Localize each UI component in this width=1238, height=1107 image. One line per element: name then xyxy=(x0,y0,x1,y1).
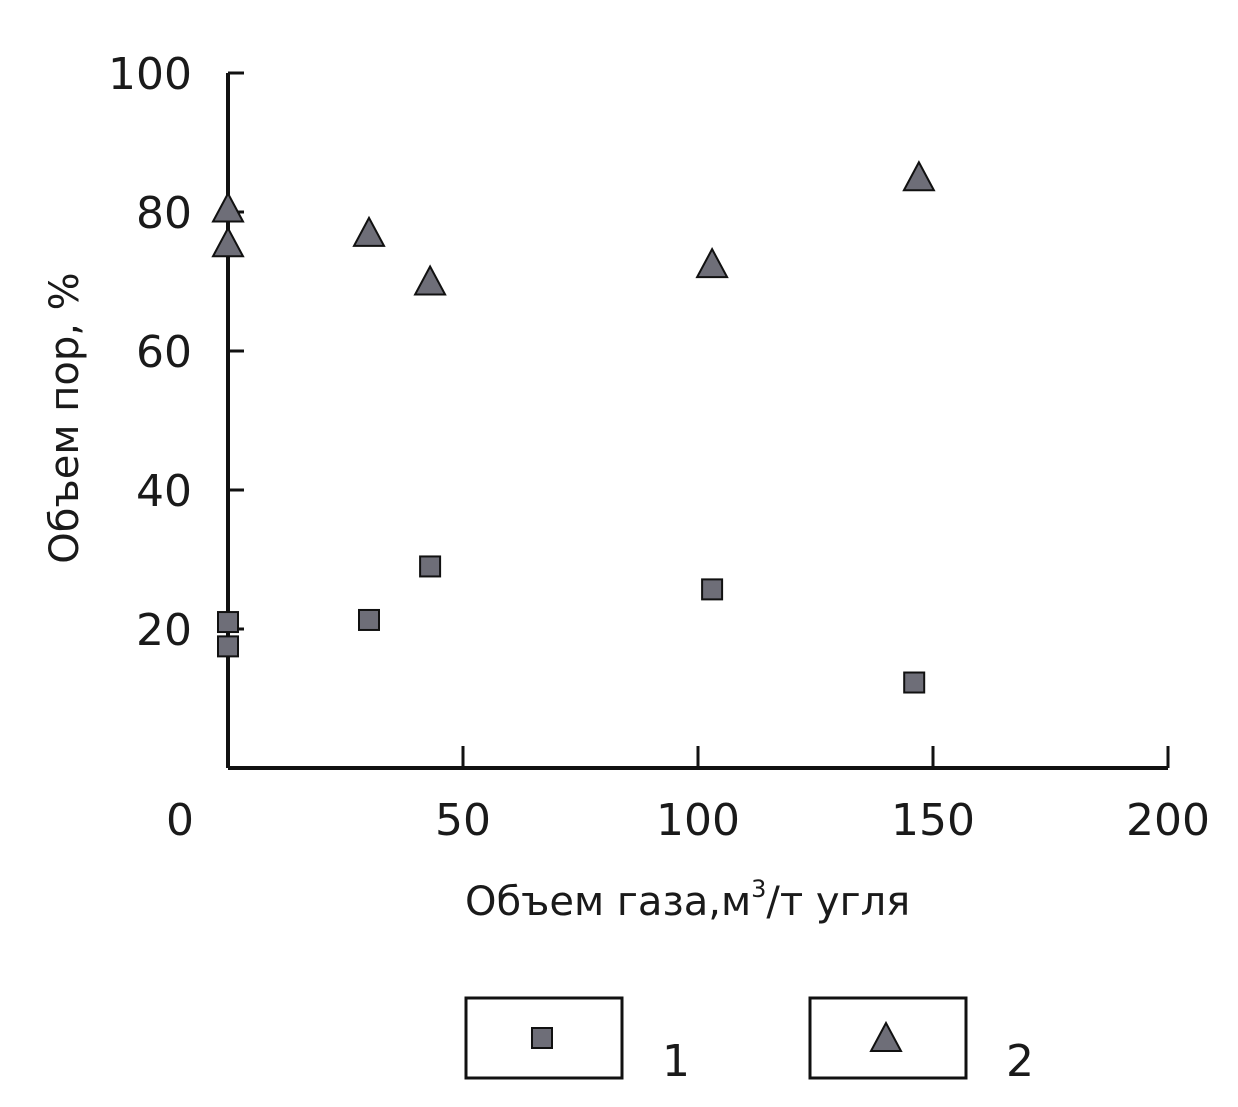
y-tick-label: 40 xyxy=(136,466,192,517)
data-points xyxy=(211,160,936,694)
x-axis-label-superscript: 3 xyxy=(751,875,766,903)
triangle-data-point xyxy=(211,226,245,258)
x-tick-label: 150 xyxy=(891,795,975,846)
square-data-point xyxy=(701,578,724,601)
square-data-point xyxy=(358,608,380,631)
x-axis-label-main: Объем газа,м xyxy=(465,879,751,925)
y-ticks: 20 40 60 80 100 xyxy=(108,49,244,656)
x-tick-label: 100 xyxy=(656,795,740,846)
square-data-point xyxy=(217,611,239,634)
x-tick-label: 50 xyxy=(435,795,491,846)
y-tick-label: 100 xyxy=(108,49,192,100)
y-tick-label: 60 xyxy=(136,327,192,378)
x-axis-label: Объем газа,м3/т угля xyxy=(465,875,910,925)
x-axis-label-tail: /т угля xyxy=(766,879,910,925)
x-tick-label: 200 xyxy=(1126,795,1210,846)
triangle-data-point xyxy=(352,215,386,247)
x-tick-label: 0 xyxy=(166,795,194,846)
x-ticks: 0 50 100 150 200 xyxy=(166,746,1210,846)
triangle-data-point xyxy=(902,160,936,192)
triangle-data-point xyxy=(211,191,245,223)
triangle-data-point xyxy=(695,247,729,279)
square-data-point xyxy=(217,635,239,658)
legend-label: 1 xyxy=(662,1036,690,1087)
y-tick-label: 20 xyxy=(136,605,192,656)
triangle-data-point xyxy=(413,264,447,296)
square-data-point xyxy=(903,671,926,694)
legend-label: 2 xyxy=(1006,1036,1034,1087)
legend-square-marker xyxy=(531,1027,553,1049)
square-data-point xyxy=(419,555,442,578)
axes xyxy=(226,73,1168,770)
y-tick-label: 80 xyxy=(136,188,192,239)
legend-triangle-marker xyxy=(869,1020,903,1052)
y-axis-label: Объем пор, % xyxy=(42,272,88,563)
